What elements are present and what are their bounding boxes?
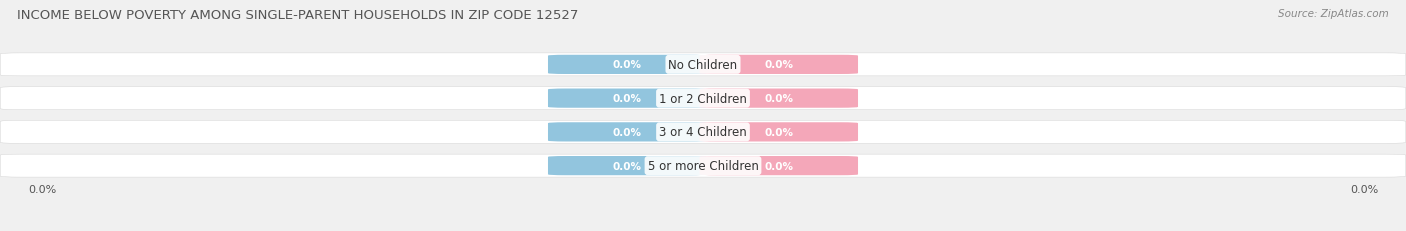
FancyBboxPatch shape: [548, 156, 706, 176]
Text: 0.0%: 0.0%: [613, 161, 641, 171]
Text: 0.0%: 0.0%: [28, 184, 56, 195]
FancyBboxPatch shape: [700, 123, 858, 142]
FancyBboxPatch shape: [0, 155, 1406, 177]
FancyBboxPatch shape: [548, 89, 706, 108]
Text: Source: ZipAtlas.com: Source: ZipAtlas.com: [1278, 9, 1389, 19]
Text: 0.0%: 0.0%: [765, 161, 793, 171]
FancyBboxPatch shape: [700, 55, 858, 75]
Text: INCOME BELOW POVERTY AMONG SINGLE-PARENT HOUSEHOLDS IN ZIP CODE 12527: INCOME BELOW POVERTY AMONG SINGLE-PARENT…: [17, 9, 578, 22]
Text: 0.0%: 0.0%: [1350, 184, 1378, 195]
Text: 1 or 2 Children: 1 or 2 Children: [659, 92, 747, 105]
FancyBboxPatch shape: [700, 89, 858, 108]
Text: 0.0%: 0.0%: [765, 127, 793, 137]
Text: 5 or more Children: 5 or more Children: [648, 159, 758, 172]
Text: No Children: No Children: [668, 59, 738, 72]
FancyBboxPatch shape: [0, 121, 1406, 144]
FancyBboxPatch shape: [0, 87, 1406, 110]
Text: 0.0%: 0.0%: [765, 60, 793, 70]
FancyBboxPatch shape: [0, 54, 1406, 76]
Text: 0.0%: 0.0%: [613, 60, 641, 70]
Text: 0.0%: 0.0%: [613, 127, 641, 137]
Text: 0.0%: 0.0%: [765, 94, 793, 104]
FancyBboxPatch shape: [548, 55, 706, 75]
FancyBboxPatch shape: [548, 123, 706, 142]
Text: 3 or 4 Children: 3 or 4 Children: [659, 126, 747, 139]
Text: 0.0%: 0.0%: [613, 94, 641, 104]
FancyBboxPatch shape: [700, 156, 858, 176]
